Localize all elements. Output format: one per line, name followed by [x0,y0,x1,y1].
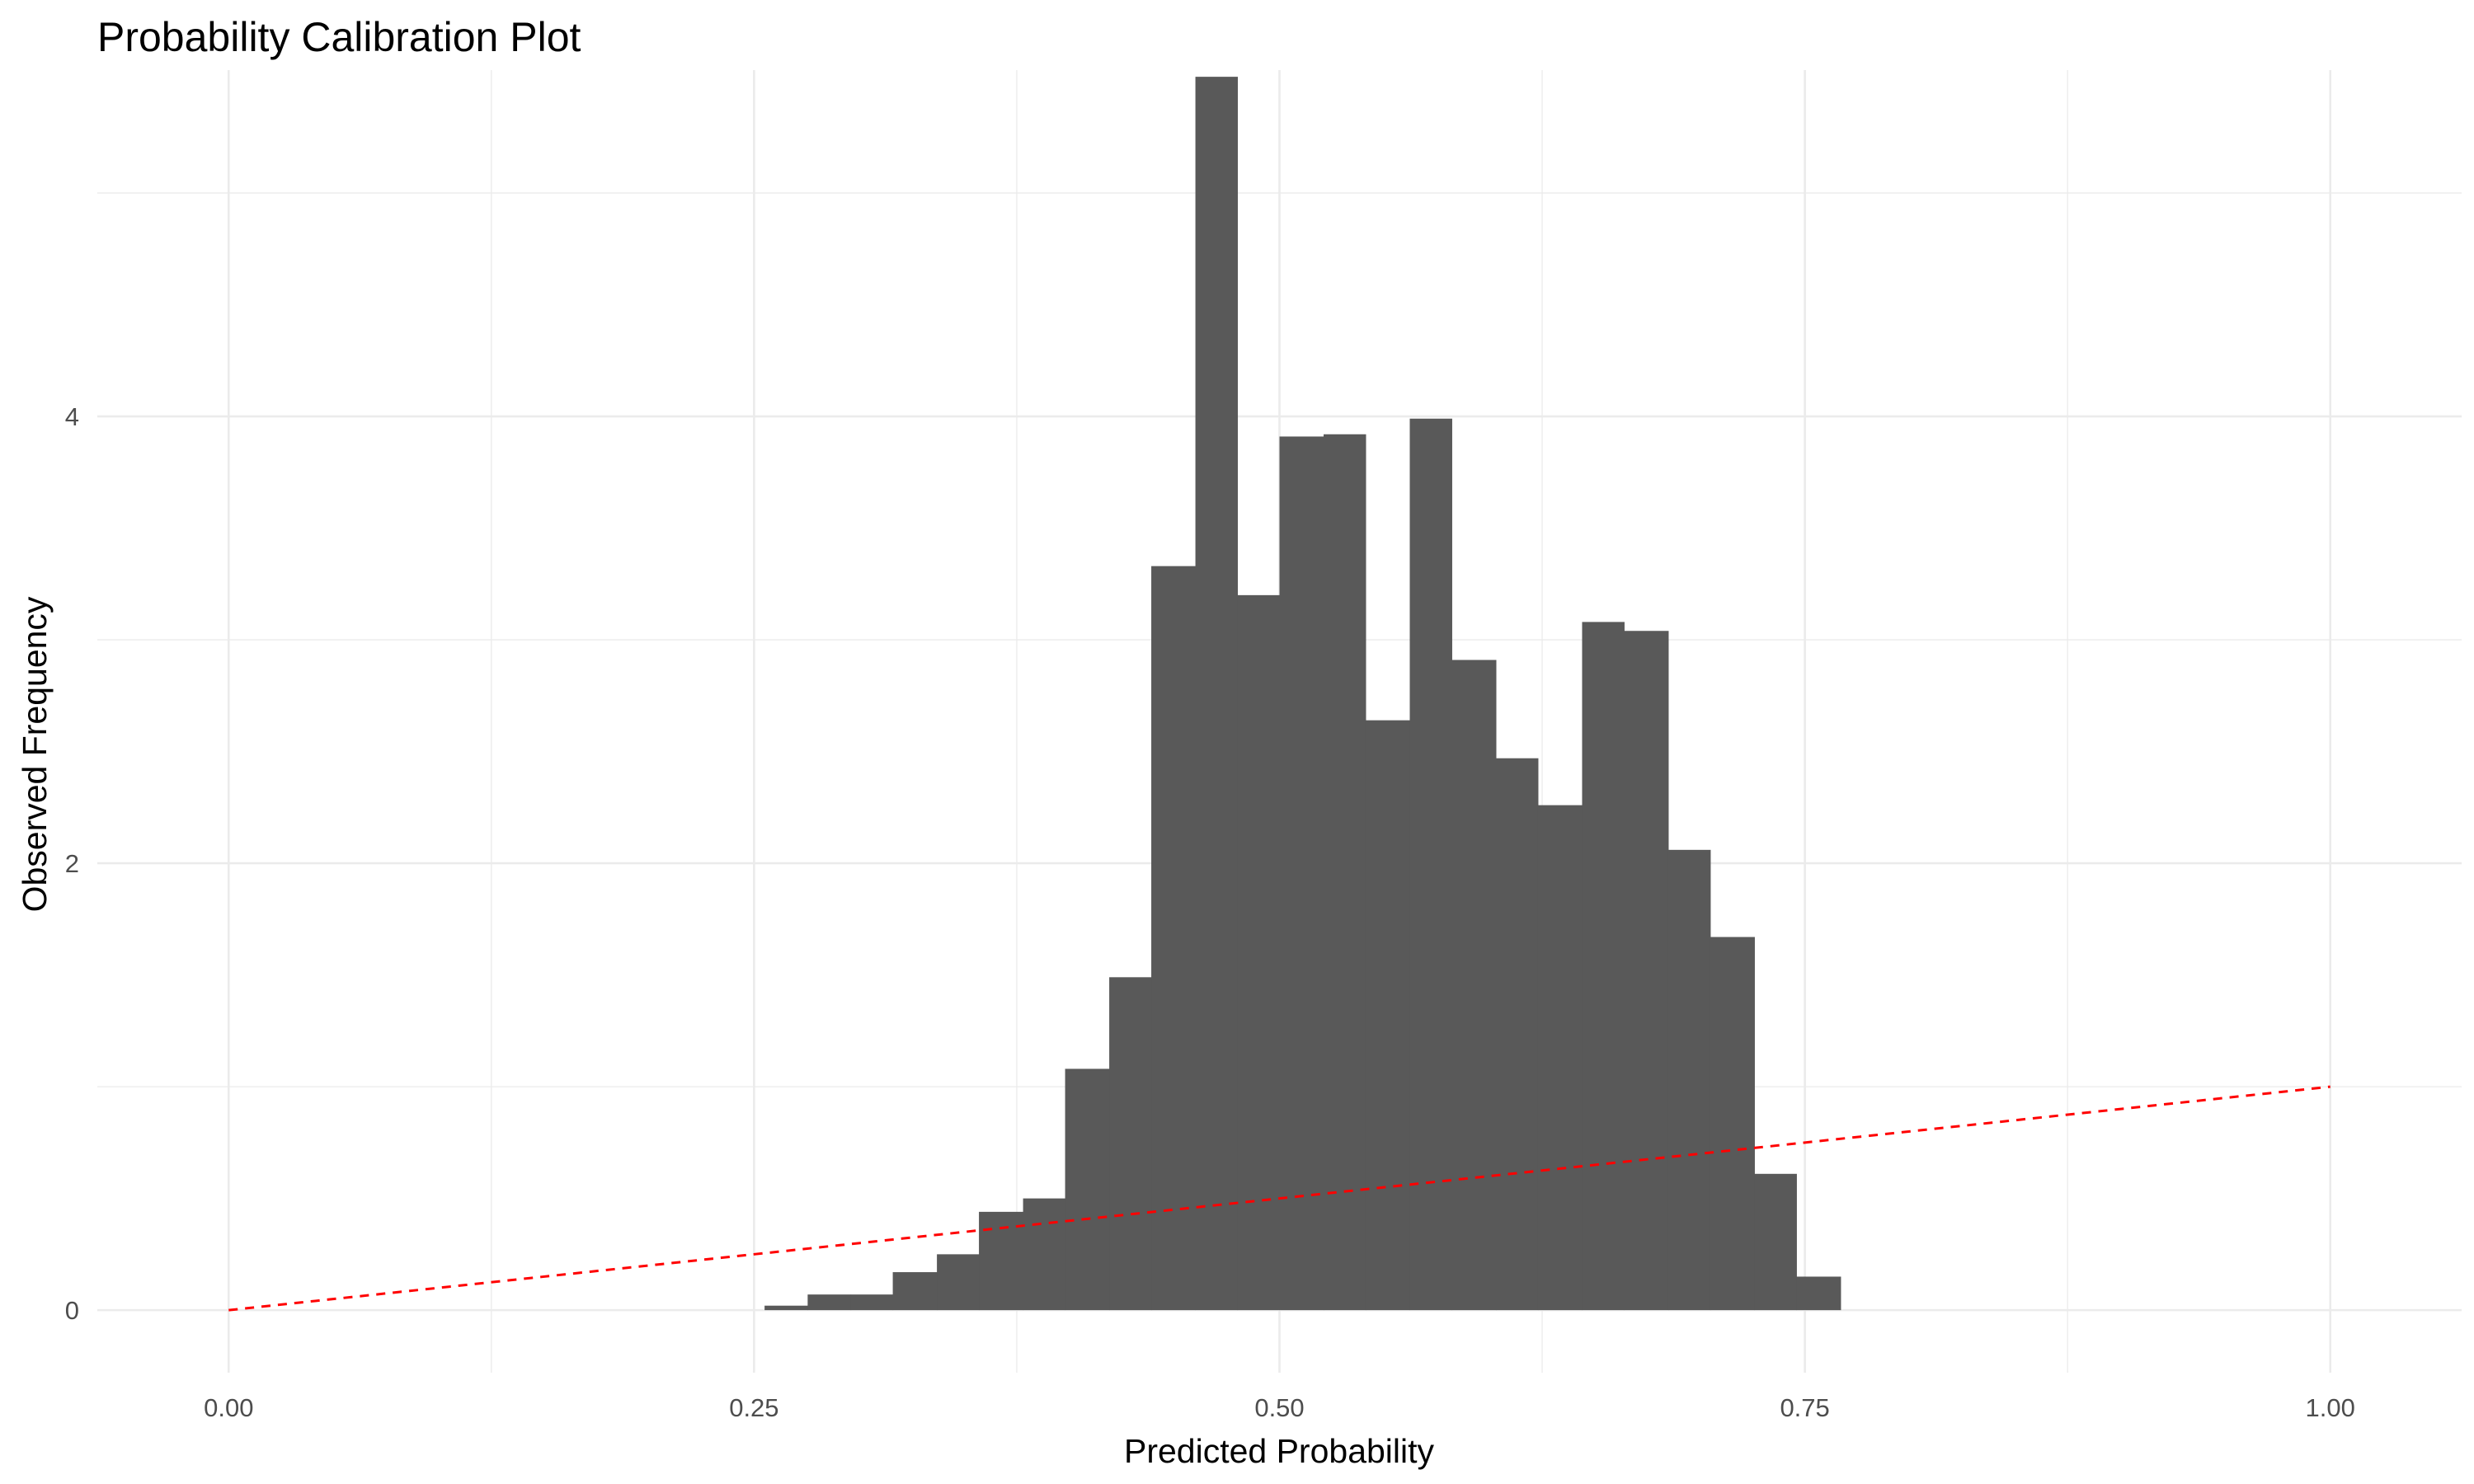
histogram-bar [1279,436,1324,1311]
histogram-bar [807,1294,852,1311]
y-tick-label: 0 [65,1296,79,1325]
reference-line [228,1085,2331,1312]
x-tick-label: 0.25 [729,1393,778,1422]
histogram-bar [1624,631,1669,1311]
histogram-bar [1710,937,1755,1311]
histogram-bar [1365,720,1411,1311]
histogram-bar [892,1272,938,1311]
y-axis-ticks: 0 2 4 [65,402,79,1325]
x-tick-label: 0.75 [1780,1393,1829,1422]
histogram-bar [764,1305,808,1311]
histogram-bar [1324,434,1366,1311]
histogram-bar [1537,805,1583,1311]
histogram-bar [1151,566,1197,1311]
histogram-bar [850,1294,894,1311]
x-tick-label: 0.50 [1254,1393,1304,1422]
histogram-bar [1195,77,1239,1311]
histogram-bar [1796,1276,1841,1311]
x-tick-label: 0.00 [204,1393,253,1422]
histogram-bar [937,1254,980,1311]
histogram-bar [1237,594,1280,1311]
x-tick-label: 1.00 [2306,1393,2355,1422]
reference-line-group [228,1085,2331,1312]
y-tick-label: 4 [65,402,79,431]
y-tick-label: 2 [65,849,79,878]
x-axis-title: Predicted Probability [1124,1432,1435,1470]
histogram-bar [1065,1068,1110,1311]
histogram-bar [1109,977,1152,1311]
histogram-bar [1023,1198,1066,1311]
histogram-bar [1667,849,1711,1311]
x-axis-ticks: 0.00 0.25 0.50 0.75 1.00 [204,1393,2355,1422]
histogram-bar [1451,660,1497,1311]
histogram-bar [1582,622,1625,1311]
chart-title: Probability Calibration Plot [97,14,581,60]
histogram-bar [1754,1173,1797,1311]
y-axis-title: Observed Frequency [16,596,54,912]
histogram-bar [1409,418,1452,1311]
histogram-bars [764,77,1841,1311]
histogram-bar [1495,758,1539,1311]
